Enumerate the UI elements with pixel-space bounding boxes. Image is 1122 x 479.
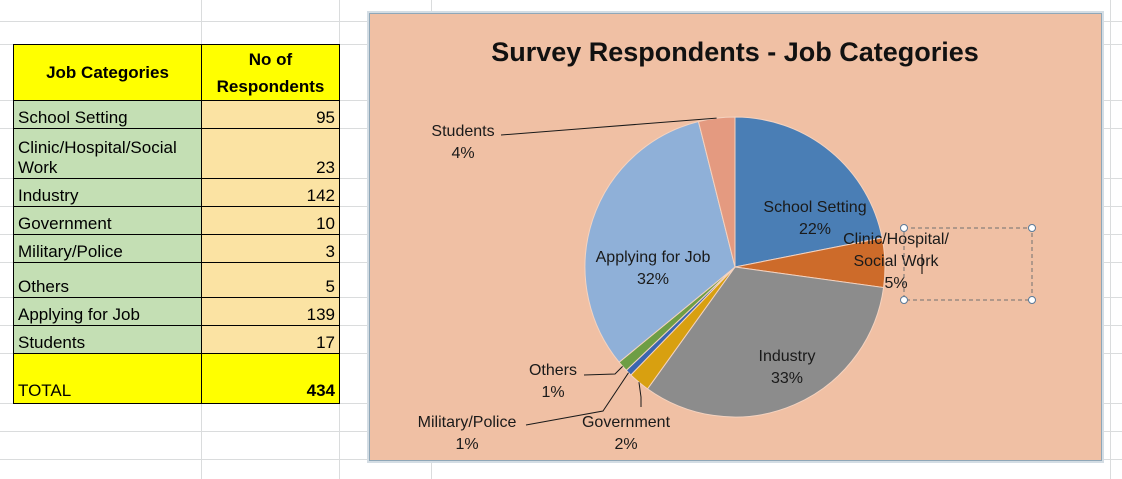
total-count: 434 [201,353,340,404]
resize-handle[interactable] [1028,224,1036,232]
table-row: Applying for Job 139 [13,297,340,326]
chart-area[interactable]: Survey Respondents - Job Categories Scho… [369,13,1102,461]
category-cell: Applying for Job [13,297,202,326]
leader-line-students [500,117,717,136]
table-row: School Setting 95 [13,100,340,129]
category-cell: Students [13,325,202,354]
total-row: TOTAL 434 [13,353,340,404]
category-cell: School Setting [13,100,202,129]
data-label-applying-for-job: Applying for Job 32% [596,249,711,288]
data-label-others: Others 1% [529,362,577,401]
pie-slice-applying-for-job[interactable] [584,120,736,363]
count-cell: 95 [201,100,340,129]
table-row: Military/Police 3 [13,234,340,263]
leader-line-others [583,365,623,376]
chart-title: Survey Respondents - Job Categories [491,37,979,67]
count-cell: 5 [201,262,340,298]
pie-slice-school-setting[interactable] [734,116,883,268]
resize-handle[interactable] [900,296,908,304]
count-cell: 139 [201,297,340,326]
resize-handle[interactable] [900,224,908,232]
table-row: Industry 142 [13,178,340,207]
resize-handle[interactable] [1028,296,1036,304]
data-label-school-setting: School Setting 22% [763,199,866,238]
table-row: Government 10 [13,206,340,235]
data-label-government: Government 2% [582,414,671,453]
count-cell: 17 [201,325,340,354]
header-job-categories: Job Categories [13,44,202,101]
count-cell: 23 [201,128,340,179]
table-header-row: Job Categories No of Respondents [13,44,340,101]
category-cell: Industry [13,178,202,207]
count-cell: 10 [201,206,340,235]
data-label-clinic-hospital-social-work: Clinic/Hospital/Social Work 5% [843,231,949,292]
header-count-line2: Respondents [216,76,325,96]
count-cell: 142 [201,178,340,207]
header-count-line1: No of [248,49,293,69]
category-cell: Military/Police [13,234,202,263]
table-row: Students 17 [13,325,340,354]
category-cell-line1: Clinic/Hospital/Social [18,138,177,157]
pie-chart: Survey Respondents - Job Categories Scho… [418,37,1036,453]
table-row: Others 5 [13,262,340,298]
table-row: Clinic/Hospital/Social Work 23 [13,128,340,179]
category-cell: Government [13,206,202,235]
selected-label-box[interactable] [903,227,1033,301]
category-cell: Clinic/Hospital/Social Work [13,128,202,179]
job-categories-table: Job Categories No of Respondents School … [13,44,340,404]
count-cell: 3 [201,234,340,263]
category-cell-line2: Work [18,158,58,177]
total-label: TOTAL [13,353,202,404]
category-cell: Others [13,262,202,298]
leader-line-military-police [525,372,629,426]
leader-line-government [638,382,642,407]
data-label-industry: Industry 33% [759,348,816,387]
header-no-of-respondents: No of Respondents [201,44,340,101]
data-label-military-police: Military/Police 1% [418,414,517,453]
pie-slice-industry[interactable] [646,266,885,418]
data-label-students: Students 4% [431,123,494,162]
